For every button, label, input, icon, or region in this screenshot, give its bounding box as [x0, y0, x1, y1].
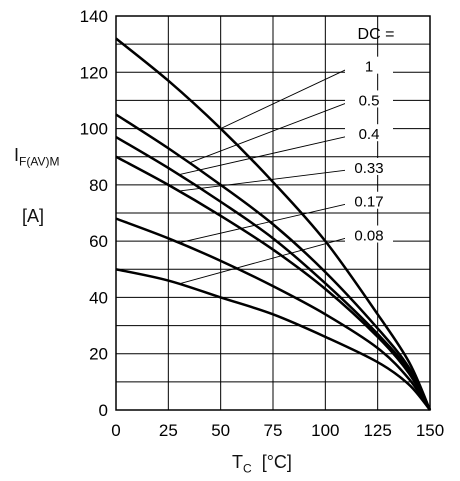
series-line-dc-1 [115, 37, 432, 411]
legend-leaders [178, 68, 349, 285]
legend-label-dc-0.33: 0.33 [354, 160, 383, 177]
x-axis-subscript: C [243, 461, 252, 476]
y-axis-label: IF(AV)M [14, 145, 59, 169]
legend-title: DC = [358, 26, 395, 43]
legend-label-bg [345, 225, 393, 243]
y-tick-label: 20 [89, 345, 108, 364]
tick-labels: 0 25 50 75 100 125 150 0 20 40 60 80 100 120 140 [80, 7, 445, 440]
legend-label-bg [345, 157, 393, 175]
legend-label-bg [345, 90, 393, 108]
plot-frame [115, 15, 431, 411]
legend-leader-line [189, 102, 349, 164]
y-axis-symbol: I [14, 145, 20, 165]
series-line-dc-0.4 [115, 135, 432, 411]
y-tick-label: 80 [89, 176, 108, 195]
x-tick-label: 125 [363, 421, 391, 440]
legend-label-bg [345, 191, 393, 209]
legend-label-bg [345, 56, 393, 74]
x-tick-label: 50 [211, 421, 230, 440]
x-tick-label: 75 [264, 421, 283, 440]
x-axis-symbol: T [232, 452, 243, 472]
legend-leader-line [178, 237, 349, 285]
series-group [115, 37, 432, 411]
legend-leader-line [178, 203, 349, 244]
x-axis-label: TC [°C] [232, 452, 292, 476]
y-tick-label: 100 [80, 120, 108, 139]
y-axis-unit: [A] [22, 206, 45, 226]
legend-label-dc-0.17: 0.17 [354, 194, 383, 211]
x-tick-label: 150 [416, 421, 444, 440]
legend-label-dc-1: 1 [365, 59, 373, 76]
legend-leader-line [178, 135, 349, 176]
y-tick-label: 60 [89, 232, 108, 251]
x-tick-label: 100 [311, 421, 339, 440]
plot-border [115, 15, 431, 411]
y-axis-subscript: F(AV)M [19, 154, 60, 169]
series-line-dc-0.08 [115, 268, 431, 411]
x-tick-label: 25 [159, 421, 178, 440]
y-tick-label: 0 [99, 401, 108, 420]
y-tick-label: 40 [89, 288, 108, 307]
y-tick-label: 140 [80, 7, 108, 26]
x-tick-label: 0 [111, 421, 120, 440]
legend-leader-line [220, 68, 349, 129]
x-axis-unit: [°C] [261, 452, 292, 472]
series-line-dc-0.33 [115, 155, 432, 411]
legend-leader-line [178, 169, 349, 192]
legend-label-bg [345, 124, 393, 142]
series-line-dc-0.5 [115, 113, 432, 411]
legend-label-dc-0.4: 0.4 [359, 126, 380, 143]
legend: DC = 1 0.5 0.4 0.33 0.17 0.08 [345, 26, 394, 245]
series-line-dc-0.17 [115, 217, 432, 411]
legend-label-dc-0.08: 0.08 [354, 228, 383, 245]
y-tick-label: 120 [80, 63, 108, 82]
legend-label-dc-0.5: 0.5 [359, 92, 380, 109]
